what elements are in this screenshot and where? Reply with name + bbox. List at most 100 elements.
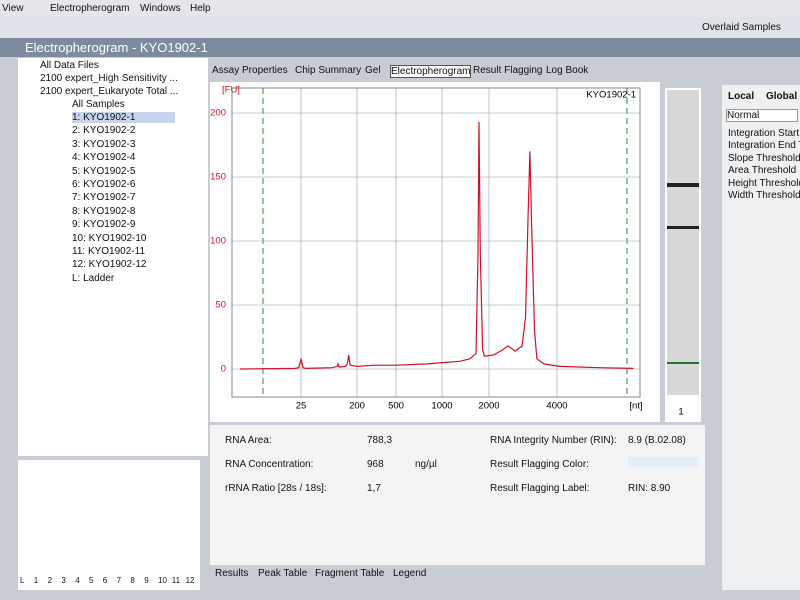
thumb-lane-label[interactable]: 5	[89, 576, 94, 585]
lane-label: 1	[678, 407, 683, 418]
tab-bar: Assay Properties Chip Summary Gel Electroph…	[210, 62, 660, 80]
param-label: Slope Threshold	[728, 152, 800, 164]
tab[interactable]: Chip Summary	[295, 65, 362, 76]
x-tick-label: 1000	[431, 401, 452, 412]
tree-file[interactable]: 2100 expert_High Sensitivity ...	[40, 73, 178, 84]
y-tick-label: 100	[210, 236, 226, 247]
toolbar: Overlaid Samples	[0, 17, 800, 38]
thumb-lane-label[interactable]: 7	[116, 576, 122, 585]
mode-select[interactable]: Normal	[726, 109, 798, 122]
tab[interactable]: Electropherogram	[390, 65, 472, 78]
tree-item[interactable]: 1: KYO1902-1	[72, 112, 176, 123]
thumb-lane-label[interactable]: 12	[185, 576, 195, 585]
result-field: 788,3	[367, 435, 393, 446]
x-axis-label: [nt]	[629, 401, 642, 412]
menu-item[interactable]: Help	[190, 3, 211, 14]
sample-label: KYO1902-1	[586, 90, 636, 101]
menu-item[interactable]: Electropherogram	[50, 3, 130, 14]
thumb-lane-label[interactable]: 8	[130, 576, 135, 585]
result-field: 1,7	[367, 483, 381, 494]
y-tick-label: 150	[210, 172, 226, 183]
param-label: Height Threshold	[728, 177, 800, 189]
results-panel: RNA Area: 788,3 RNA Concentration: 968 ng/µl…	[210, 425, 705, 565]
y-tick-label: 200	[210, 108, 226, 119]
tab[interactable]: Assay Properties	[212, 65, 288, 76]
y-tick-label: 50	[215, 300, 226, 311]
x-tick-label: 500	[388, 401, 404, 412]
title-bar: Electropherogram - KYO1902-1	[0, 38, 800, 57]
param-label: Integration Start	[728, 128, 800, 139]
thumb-lane-label[interactable]: 1	[33, 576, 39, 585]
tree-item[interactable]: 5: KYO1902-5	[72, 165, 136, 177]
tree-item[interactable]: 4: KYO1902-4	[72, 152, 136, 164]
side-panel: Local Global Normal Integration Start Integr…	[722, 85, 800, 590]
tab[interactable]: Log Book	[546, 65, 589, 76]
bottom-tab[interactable]: Peak Table	[258, 568, 308, 579]
y-tick-label: 0	[221, 364, 226, 375]
result-field: rRNA Ratio [28s / 18s]:	[225, 483, 327, 494]
band	[667, 183, 699, 187]
tree-item[interactable]: L: Ladder	[72, 272, 115, 284]
x-tick-label: 2000	[478, 401, 499, 412]
bottom-tabs: Results Peak Table Fragment Table Legend	[210, 566, 510, 582]
side-tab[interactable]: Global	[766, 91, 798, 102]
menu-bar: View Electropherogram Windows Help	[0, 0, 800, 17]
band	[667, 226, 699, 229]
menu-item[interactable]: Windows	[140, 3, 181, 14]
result-field: 968	[367, 459, 384, 470]
tree-root: All Data Files	[40, 60, 99, 71]
chart: [FU] [nt] KYO1902-1 0 50 100 150 200 25 200 500…	[210, 82, 660, 422]
result-field: Result Flagging Color:	[490, 459, 589, 470]
tree-item[interactable]: 3: KYO1902-3	[72, 138, 136, 150]
overlay-button[interactable]: Overlaid Samples	[702, 22, 781, 33]
thumb-lane-label[interactable]: 11	[171, 576, 181, 585]
tree-item[interactable]: All Samples	[72, 99, 125, 110]
result-field: Result Flagging Label:	[490, 483, 590, 494]
bottom-tab[interactable]: Fragment Table	[315, 568, 385, 579]
gel-lane: 1	[665, 88, 701, 422]
tree-item[interactable]: 2: KYO1902-2	[72, 125, 136, 137]
menu-item[interactable]: View	[2, 3, 24, 14]
tree-item[interactable]: 9: KYO1902-9	[72, 219, 136, 231]
tab[interactable]: Result Flagging	[473, 65, 543, 76]
thumb-lane-label[interactable]: 4	[75, 576, 80, 585]
y-axis-label: [FU]	[222, 85, 240, 96]
window-title: Electropherogram - KYO1902-1	[25, 40, 208, 55]
result-field: RNA Concentration:	[225, 459, 314, 470]
tree-item[interactable]: 8: KYO1902-8	[72, 205, 136, 217]
thumb-lane-label[interactable]: L	[20, 576, 25, 585]
result-field: RIN: 8.90	[628, 483, 671, 494]
gel-thumbnail: L 1 2 3 4 5 6 7 8 9 10 11 12	[18, 460, 200, 590]
result-field: RNA Area:	[225, 435, 272, 446]
bottom-tab[interactable]: Legend	[393, 568, 427, 579]
plot-frame	[231, 87, 641, 398]
tree-panel: All Data Files 2100 expert_High Sensitivi…	[18, 58, 208, 456]
tab[interactable]: Gel	[365, 65, 381, 76]
result-field: ng/µl	[415, 459, 437, 470]
x-tick-label: 200	[349, 401, 365, 412]
flag-color	[628, 457, 698, 467]
chart-bg	[210, 82, 660, 422]
thumb-lane-label[interactable]: 10	[158, 576, 167, 585]
band	[667, 362, 699, 364]
thumb-lane-label[interactable]: 9	[144, 576, 149, 585]
lane	[667, 90, 699, 395]
param-label: Width Threshold [	[728, 190, 800, 201]
x-tick-label: 4000	[546, 401, 567, 412]
side-tab[interactable]: Local	[728, 91, 755, 102]
tree-item[interactable]: 6: KYO1902-6	[72, 179, 136, 190]
thumb-lane-label[interactable]: 2	[47, 576, 53, 585]
bottom-tab[interactable]: Results	[215, 568, 249, 579]
thumb-lane-label[interactable]: 6	[102, 576, 108, 585]
tree-item[interactable]: 12: KYO1902-12	[72, 259, 147, 271]
thumb-lane-label[interactable]: 3	[61, 576, 66, 585]
tree-item[interactable]: 10: KYO1902-10	[72, 232, 147, 244]
param-label: Integration End T	[728, 140, 800, 152]
result-field: RNA Integrity Number (RIN):	[490, 435, 617, 446]
trace	[239, 121, 634, 370]
tree-item[interactable]: 7: KYO1902-7	[72, 192, 136, 204]
tree-file[interactable]: 2100 expert_Eukaryote Total ...	[40, 86, 179, 97]
tree-item[interactable]: 11: KYO1902-11	[72, 246, 146, 257]
x-tick-label: 25	[296, 401, 307, 412]
